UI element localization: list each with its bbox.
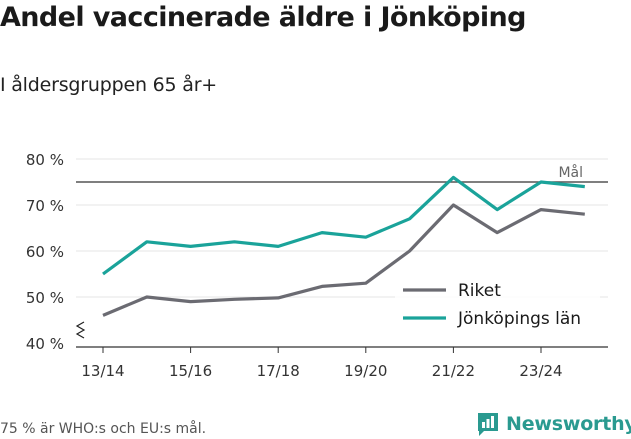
legend-background bbox=[395, 276, 600, 336]
x-tick-label: 13/14 bbox=[81, 362, 124, 380]
y-tick-label: 60 % bbox=[26, 243, 64, 261]
target-line-label: Mål bbox=[558, 164, 583, 181]
brand-name: Newsworthy bbox=[506, 413, 631, 435]
x-axis: 13/14 15/16 17/18 19/20 21/22 23/24 bbox=[76, 346, 608, 380]
y-tick-label: 50 % bbox=[26, 289, 64, 307]
y-tick-label: 80 % bbox=[26, 151, 64, 169]
footnote: 75 % är WHO:s och EU:s mål. bbox=[0, 421, 207, 437]
target-line-group: Mål bbox=[76, 164, 608, 183]
x-tick-label: 15/16 bbox=[169, 362, 212, 380]
chart-subtitle: I åldersgruppen 65 år+ bbox=[0, 74, 218, 96]
y-tick-label: 40 % bbox=[26, 335, 64, 353]
y-axis-ticks: 40 % 50 % 60 % 70 % 80 % bbox=[26, 151, 64, 353]
y-tick-label: 70 % bbox=[26, 197, 64, 215]
x-tick-label: 21/22 bbox=[432, 362, 475, 380]
legend-label: Jönköpings län bbox=[457, 309, 581, 329]
x-tick-label: 17/18 bbox=[257, 362, 300, 380]
series-lines bbox=[102, 175, 585, 317]
x-tick-label: 19/20 bbox=[344, 362, 387, 380]
newsworthy-brand[interactable]: Newsworthy bbox=[476, 409, 631, 439]
series-line-riket bbox=[102, 203, 585, 317]
series-line-jonkopings-lan bbox=[102, 175, 585, 276]
legend: Riket Jönköpings län bbox=[395, 276, 600, 336]
line-chart: 40 % 50 % 60 % 70 % 80 % Mål 13/14 15/16 17/18… bbox=[26, 151, 608, 380]
axis-break-zigzag bbox=[75, 321, 86, 339]
legend-label: Riket bbox=[458, 281, 501, 301]
axis-break-icon bbox=[75, 321, 86, 339]
x-tick-label: 23/24 bbox=[519, 362, 562, 380]
chart-title: Andel vaccinerade äldre i Jönköping bbox=[0, 2, 526, 33]
newsworthy-logo-icon bbox=[478, 413, 498, 436]
